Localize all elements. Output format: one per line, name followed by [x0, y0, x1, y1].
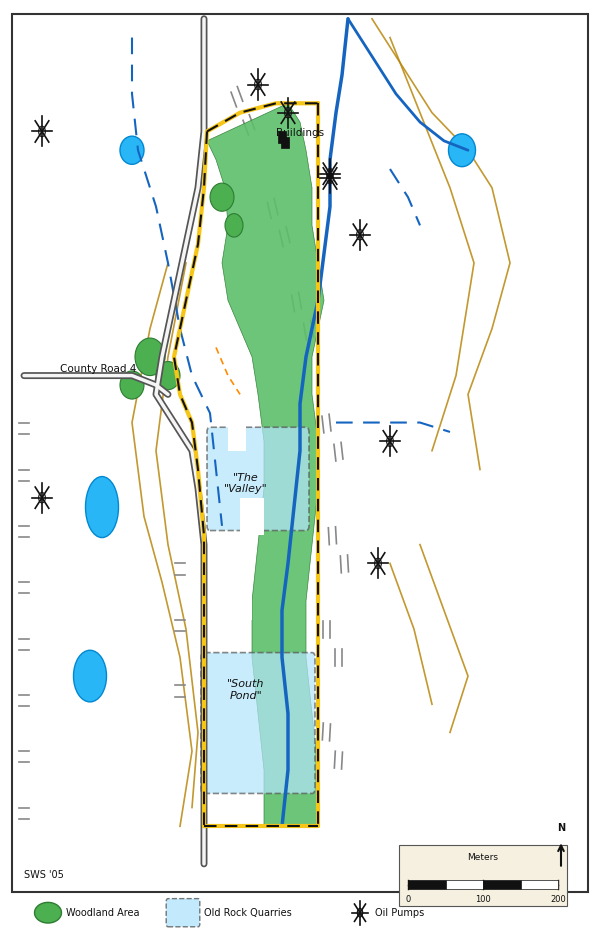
FancyBboxPatch shape: [399, 845, 567, 906]
Text: Buildings: Buildings: [276, 128, 324, 138]
Bar: [521, 880, 558, 889]
Text: "The
"Valley": "The "Valley": [224, 472, 268, 495]
FancyBboxPatch shape: [201, 653, 315, 793]
Text: Meters: Meters: [467, 853, 499, 862]
Ellipse shape: [120, 371, 144, 399]
Text: 200: 200: [550, 895, 566, 904]
Ellipse shape: [156, 362, 180, 390]
Ellipse shape: [449, 134, 476, 167]
Text: 100: 100: [475, 895, 491, 904]
Bar: [278, 131, 286, 143]
Ellipse shape: [74, 650, 107, 701]
Text: "South
Pond": "South Pond": [227, 679, 265, 701]
Polygon shape: [228, 413, 246, 451]
Text: 0: 0: [406, 895, 410, 904]
Bar: [281, 137, 289, 148]
Text: Oil Pumps: Oil Pumps: [375, 908, 424, 917]
Text: Woodland Area: Woodland Area: [66, 908, 139, 917]
Text: County Road 4: County Road 4: [60, 363, 136, 374]
Polygon shape: [228, 582, 252, 620]
Ellipse shape: [135, 338, 165, 376]
Ellipse shape: [35, 902, 62, 923]
Text: Old Rock Quarries: Old Rock Quarries: [204, 908, 292, 917]
Text: N: N: [557, 823, 565, 833]
Ellipse shape: [86, 477, 119, 538]
FancyBboxPatch shape: [166, 899, 200, 927]
Bar: [446, 880, 483, 889]
Polygon shape: [207, 103, 324, 826]
Bar: [408, 880, 446, 889]
Ellipse shape: [120, 136, 144, 164]
FancyBboxPatch shape: [207, 427, 309, 531]
Polygon shape: [240, 498, 264, 535]
Ellipse shape: [225, 214, 243, 238]
Ellipse shape: [210, 183, 234, 211]
Text: SWS '05: SWS '05: [24, 870, 64, 880]
Bar: [483, 880, 521, 889]
